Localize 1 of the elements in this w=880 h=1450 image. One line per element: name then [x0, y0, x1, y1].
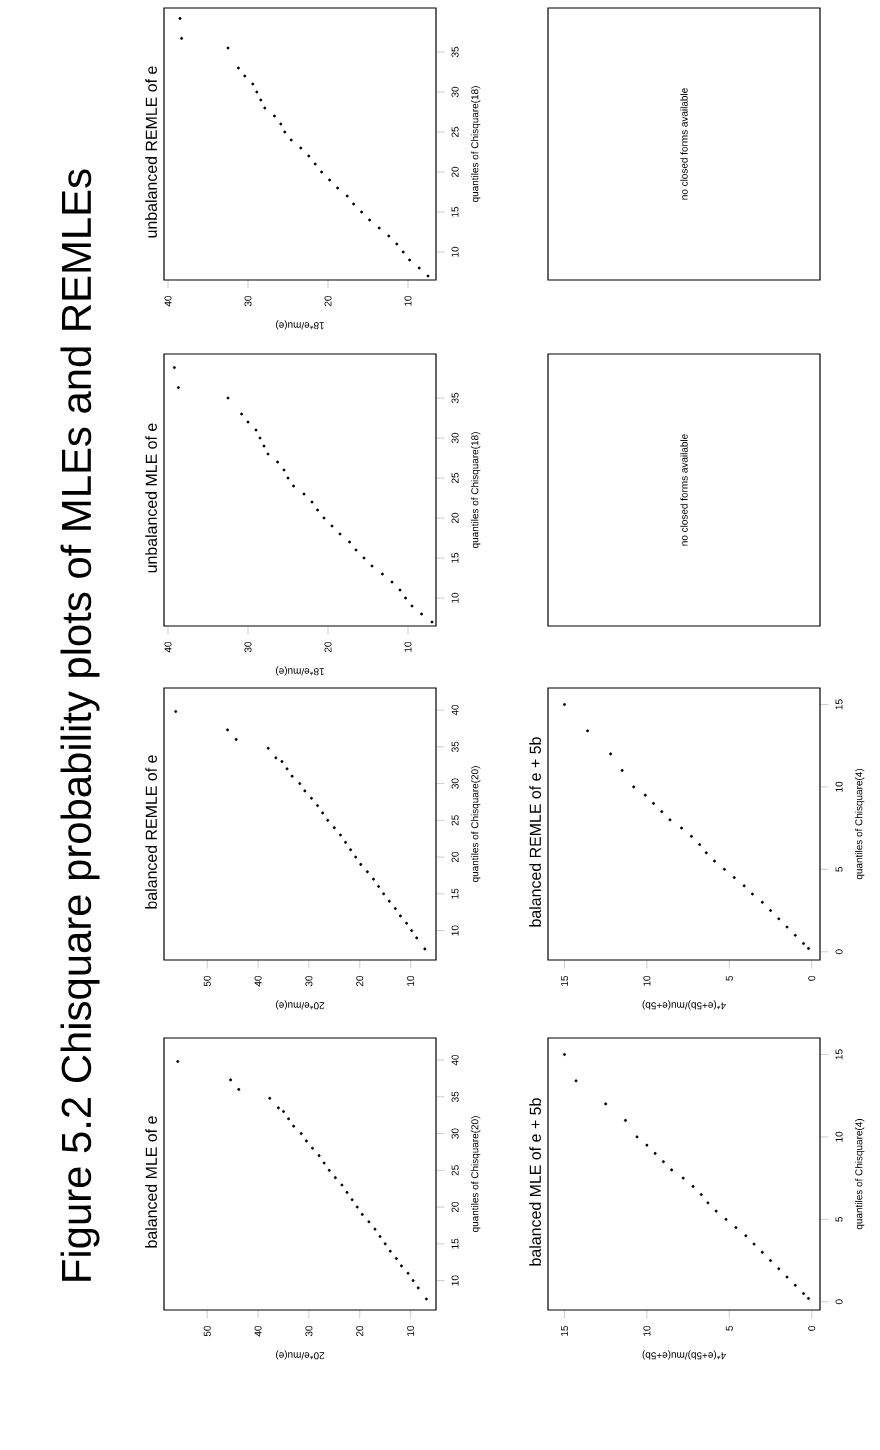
text: Figure 5.2 Chisquare probability plots of MLEs and REMLEs: [60, 169, 100, 1281]
